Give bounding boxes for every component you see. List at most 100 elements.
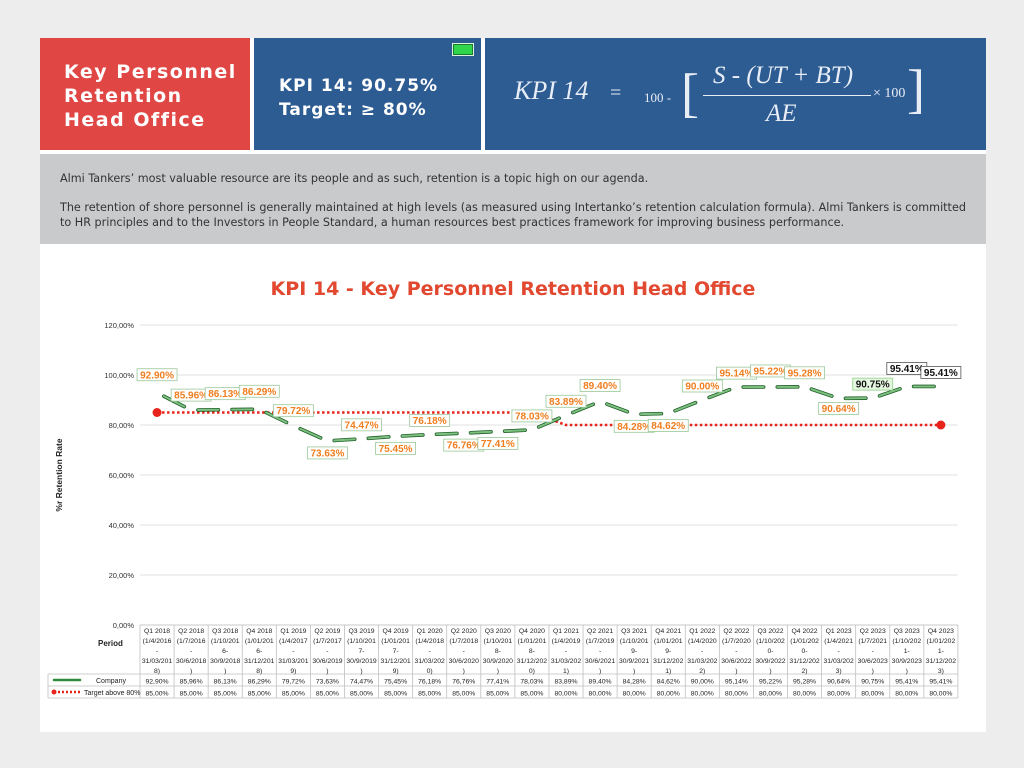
table-target-value: 85,00% (384, 691, 407, 698)
x-tick-label: (1/4/2020 (688, 638, 717, 645)
data-label: 90.64% (822, 404, 856, 415)
title-line-3: Head Office (64, 109, 206, 131)
x-tick-label: ) (633, 668, 635, 675)
y-tick-label: 120,00% (104, 321, 134, 330)
table-company-value: 92,90% (146, 679, 169, 686)
table-company-value: 95,22% (759, 679, 782, 686)
company-segment (299, 427, 322, 439)
x-tick-label: 30/9/2020 (483, 658, 513, 665)
data-label: 95.22% (754, 366, 788, 377)
slide-title: Key Personnel Retention Head Office (64, 60, 244, 132)
x-tick-label: - (735, 648, 737, 655)
y-tick-label: 40,00% (109, 521, 135, 530)
x-tick-label: 9- (665, 648, 671, 655)
x-tick-label: (1/01/201 (245, 638, 274, 645)
table-target-value: 85,00% (282, 691, 305, 698)
x-tick-label: 0- (767, 648, 773, 655)
data-label-box (307, 446, 348, 460)
intro-paragraph-1: Almi Tankers’ most valuable resource are… (60, 172, 649, 185)
x-tick-label: 31/03/202 (824, 658, 854, 665)
x-tick-label: 31/12/202 (789, 658, 819, 665)
x-tick-label: (1/10/201 (483, 638, 512, 645)
x-tick-label: - (599, 648, 601, 655)
x-tick-label: 31/12/202 (517, 658, 547, 665)
x-tick-label: (1/10/202 (756, 638, 785, 645)
y-axis-label: %r Retention Rate (54, 438, 64, 511)
formula-left-bracket: [ (681, 63, 699, 123)
data-label-box (341, 418, 382, 432)
x-tick-label: (1/4/2018 (415, 638, 444, 645)
x-tick-label: Q4 2020 (519, 628, 545, 635)
x-tick-label: - (872, 648, 874, 655)
table-target-value: 80,00% (895, 691, 918, 698)
data-label: 95.14% (719, 369, 753, 380)
x-tick-label: ) (769, 668, 771, 675)
x-tick-label: 1- (904, 648, 910, 655)
x-tick-label: 31/12/201 (244, 658, 274, 665)
data-label: 76.76% (447, 441, 481, 452)
kpi-value-panel: KPI 14: 90.75% Target: ≥ 80% (254, 38, 481, 150)
data-label: 84.28% (617, 422, 651, 433)
data-label: 95.28% (788, 368, 822, 379)
kpi-target: Target: ≥ 80% (279, 100, 427, 120)
title-line-1: Key Personnel (64, 61, 237, 83)
x-tick-label: Q2 2022 (723, 628, 749, 635)
table-target-value: 80,00% (657, 691, 680, 698)
x-tick-label: 7- (393, 648, 399, 655)
table-company-value: 95,41% (929, 679, 952, 686)
table-company-value: 76,18% (418, 679, 441, 686)
data-label-box (409, 414, 451, 427)
table-company-value: 85,96% (180, 679, 203, 686)
formula-equals: = (610, 82, 622, 104)
x-tick-label: Q4 2019 (383, 628, 409, 635)
x-tick-label: 3) (938, 668, 944, 675)
x-tick-label: Q4 2021 (655, 628, 681, 635)
data-label-box (136, 368, 178, 382)
data-label: 75.45% (379, 444, 413, 455)
x-tick-label: (1/01/201 (381, 638, 410, 645)
x-tick-label: (1/4/2016 (143, 638, 172, 645)
table-target-value: 85,00% (418, 691, 441, 698)
x-tick-label: Q3 2020 (485, 628, 511, 635)
x-tick-label: ) (599, 668, 601, 675)
data-label-box (511, 409, 553, 423)
company-segment (878, 387, 901, 397)
data-label: 84.62% (651, 421, 685, 432)
table-company-value: 90,75% (861, 679, 884, 686)
title-panel: Key Personnel Retention Head Office (40, 38, 250, 150)
formula-right-bracket: ] (907, 59, 925, 119)
x-tick-label: Q3 2023 (894, 628, 920, 635)
x-tick-label: 9) (290, 668, 296, 675)
status-indicator-icon (452, 43, 474, 56)
x-tick-label: (1/7/2016 (177, 638, 206, 645)
x-tick-label: Q4 2018 (246, 628, 272, 635)
x-tick-label: Q1 2023 (826, 628, 852, 635)
x-tick-label: - (429, 648, 431, 655)
data-label: 83.89% (549, 397, 583, 408)
x-tick-label: ) (224, 668, 226, 675)
x-tick-label: 30/6/2022 (721, 658, 751, 665)
table-company-value: 86,13% (214, 679, 237, 686)
x-tick-label: 31/12/202 (653, 658, 683, 665)
x-tick-label: 8- (529, 648, 535, 655)
table-target-value: 80,00% (725, 691, 748, 698)
x-tick-label: (1/4/2021 (824, 638, 853, 645)
table-target-value: 80,00% (793, 691, 816, 698)
x-tick-label: 31/03/202 (687, 658, 717, 665)
x-tick-label: ) (872, 668, 874, 675)
target-start-marker (152, 408, 162, 417)
table-target-value: 85,00% (452, 691, 475, 698)
x-tick-label: 30/6/2021 (585, 658, 615, 665)
company-segment (469, 430, 493, 434)
x-tick-label: 2) (802, 668, 808, 675)
x-tick-label: 31/03/201 (142, 658, 172, 665)
table-company-value: 89,40% (589, 679, 612, 686)
x-tick-label: Q3 2022 (757, 628, 783, 635)
formula-panel: KPI 14 = 100 - [ S - (UT + BT) AE × 100 … (485, 38, 986, 150)
x-axis-label: Period (98, 639, 123, 648)
x-tick-label: (1/01/202 (927, 638, 956, 645)
table-target-value: 80,00% (861, 691, 884, 698)
x-tick-label: 3) (836, 668, 842, 675)
table-company-value: 95,41% (895, 679, 918, 686)
x-tick-label: 2) (699, 668, 705, 675)
